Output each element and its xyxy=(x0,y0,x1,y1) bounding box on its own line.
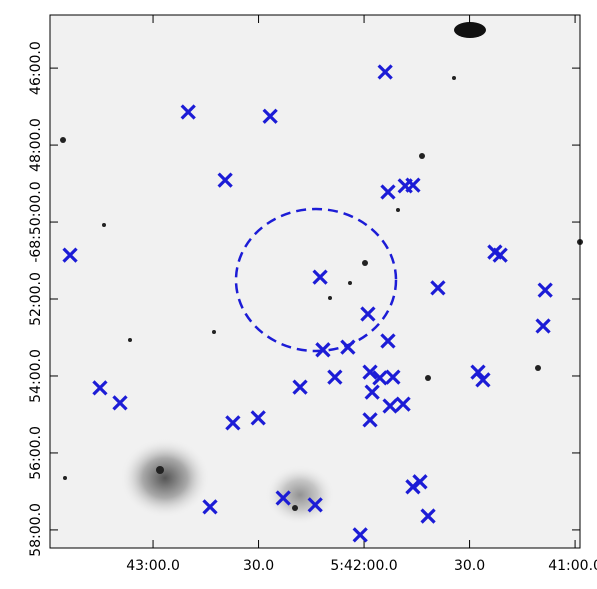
stars xyxy=(60,76,583,511)
marker xyxy=(372,370,388,386)
marker xyxy=(180,104,196,120)
marker xyxy=(275,490,291,506)
marker xyxy=(475,372,491,388)
marker xyxy=(292,379,308,395)
marker xyxy=(315,342,331,358)
marker xyxy=(362,412,378,428)
bright-star xyxy=(454,22,486,38)
y-tick-label: -68:50:00.0 xyxy=(28,181,44,262)
marker xyxy=(340,339,356,355)
y-tick-label: 56:00.0 xyxy=(28,426,44,480)
marker xyxy=(395,396,411,412)
y-tick-label: 52:00.0 xyxy=(28,272,44,326)
marker xyxy=(380,184,396,200)
y-tick-label: 48:00.0 xyxy=(28,118,44,172)
marker xyxy=(307,497,323,513)
marker xyxy=(352,527,368,543)
marker xyxy=(250,410,266,426)
marker xyxy=(262,108,278,124)
marker xyxy=(420,508,436,524)
marker xyxy=(385,369,401,385)
marker xyxy=(405,177,421,193)
y-tick-label: 46:00.0 xyxy=(28,41,44,95)
x-tick-label: 41:00.0 xyxy=(548,558,597,574)
nebula xyxy=(265,465,335,525)
x-tick-label: 5:42:00.0 xyxy=(330,558,397,574)
marker xyxy=(327,369,343,385)
nebula xyxy=(120,438,210,518)
y-tick-label: 54:00.0 xyxy=(28,349,44,403)
marker xyxy=(537,282,553,298)
marker xyxy=(92,380,108,396)
marker xyxy=(364,384,380,400)
marker xyxy=(430,280,446,296)
marker xyxy=(470,364,486,380)
marker xyxy=(312,269,328,285)
marker xyxy=(217,172,233,188)
plot-frame xyxy=(49,14,581,549)
x-tick-label: 30.0 xyxy=(454,558,485,574)
marker xyxy=(377,64,393,80)
marker xyxy=(62,247,78,263)
marker xyxy=(202,499,218,515)
x-tick-label: 43:00.0 xyxy=(126,558,180,574)
marker xyxy=(225,415,241,431)
region-circle xyxy=(234,207,398,353)
marker xyxy=(380,333,396,349)
marker xyxy=(112,395,128,411)
y-tick-label: 58:00.0 xyxy=(28,503,44,557)
marker xyxy=(535,318,551,334)
marker xyxy=(412,474,428,490)
marker xyxy=(492,247,508,263)
x-tick-label: 30.0 xyxy=(243,558,274,574)
marker xyxy=(360,306,376,322)
marker xyxy=(382,398,398,414)
marker xyxy=(362,364,378,380)
